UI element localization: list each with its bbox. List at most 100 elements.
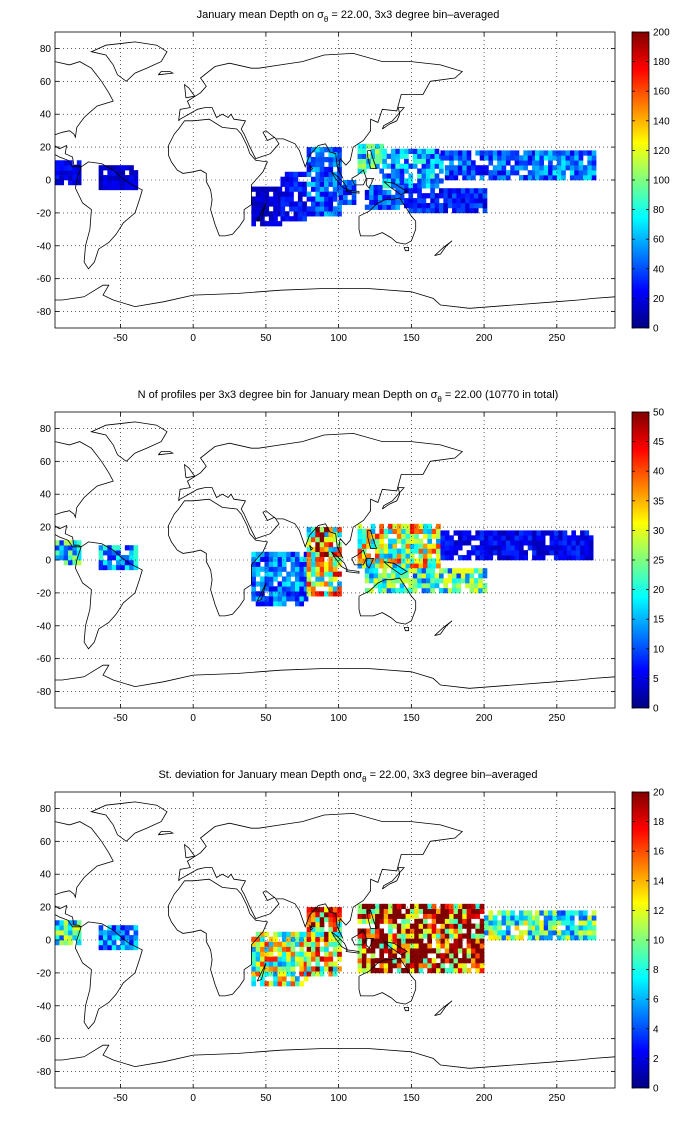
data-cell (425, 587, 431, 594)
data-cell (297, 201, 303, 207)
data-cell (311, 181, 316, 187)
data-cell (527, 175, 533, 181)
colorbar-tick-label: 40 (653, 264, 665, 275)
data-cell (427, 553, 433, 559)
data-cell (311, 591, 316, 597)
x-tick-label: -50 (113, 1093, 128, 1104)
data-cell (404, 168, 409, 174)
data-cell (501, 920, 507, 926)
coastline (184, 83, 196, 99)
data-cell (315, 211, 321, 217)
data-cell (440, 958, 446, 964)
data-cell (539, 150, 545, 156)
data-cell (59, 545, 65, 551)
data-cell (436, 963, 441, 969)
data-cell (332, 211, 338, 217)
data-cell (76, 920, 82, 926)
data-cell (375, 563, 380, 569)
data-cell (514, 915, 520, 921)
data-cell (311, 936, 316, 942)
data-cell (306, 171, 312, 178)
data-cell (260, 191, 265, 197)
data-cell (383, 548, 389, 554)
data-cell (315, 176, 321, 182)
data-cell (383, 913, 389, 919)
data-cell (536, 555, 542, 561)
data-cell (295, 551, 300, 558)
coastlines (55, 41, 615, 309)
data-cell (303, 966, 309, 972)
data-cell (264, 946, 270, 952)
coastline (345, 189, 360, 194)
data-cell (260, 206, 265, 212)
data-cell (324, 907, 329, 913)
data-cell (386, 189, 392, 196)
data-cell (453, 540, 459, 546)
data-cell (479, 908, 485, 914)
data-cell (379, 903, 385, 910)
data-cell (457, 165, 463, 171)
data-cell (277, 196, 283, 202)
data-cell (452, 568, 457, 574)
data-cell (388, 938, 393, 944)
data-cell (396, 923, 402, 929)
data-cell (482, 198, 488, 204)
data-cell (395, 184, 401, 191)
data-cell (315, 581, 321, 587)
data-cell (63, 940, 69, 946)
data-cell (409, 933, 415, 939)
data-cell (361, 553, 367, 559)
data-cell (423, 563, 428, 569)
data-cell (418, 918, 424, 924)
data-cell (591, 155, 597, 161)
data-cell (453, 963, 459, 969)
data-cell (488, 150, 494, 156)
data-cell (417, 583, 422, 589)
data-cell (324, 196, 329, 202)
data-cell (497, 925, 502, 931)
data-cell (462, 967, 467, 974)
data-cell (417, 578, 422, 584)
data-cell (315, 527, 321, 533)
data-cell (328, 541, 334, 548)
data-cell (417, 203, 422, 209)
colorbar-tick-label: 50 (653, 408, 665, 419)
data-cell (364, 204, 370, 210)
data-cell (255, 561, 261, 567)
data-cell (260, 976, 265, 982)
data-cell (315, 926, 321, 933)
data-cell (281, 556, 287, 562)
data-cell (281, 946, 287, 952)
data-cell (369, 587, 374, 594)
data-cell (277, 561, 283, 567)
data-cell (319, 166, 325, 173)
data-cell (457, 170, 463, 176)
data-cell (514, 535, 520, 541)
data-cell (306, 211, 312, 217)
data-cell (395, 204, 401, 210)
data-cell (430, 188, 435, 194)
data-cell (120, 935, 126, 941)
data-cell (386, 153, 392, 159)
data-cell (379, 158, 385, 164)
data-cell (273, 946, 278, 952)
data-cell (383, 963, 389, 969)
data-cell (375, 143, 380, 150)
data-cell (260, 961, 265, 967)
data-cell (569, 935, 575, 941)
data-cell (286, 946, 291, 952)
data-cell (453, 933, 459, 939)
data-cell (273, 551, 278, 558)
data-cell (280, 196, 286, 202)
data-cell (324, 951, 329, 957)
data-cell (107, 930, 113, 936)
coastline (90, 421, 168, 462)
data-cell (98, 165, 104, 171)
coastline (358, 957, 417, 1005)
data-cell (414, 953, 419, 959)
data-cell (324, 532, 329, 538)
data-cell (59, 165, 65, 171)
colorbar-tick-label: 180 (653, 57, 670, 68)
data-cell (264, 556, 270, 562)
data-cell (587, 915, 593, 921)
